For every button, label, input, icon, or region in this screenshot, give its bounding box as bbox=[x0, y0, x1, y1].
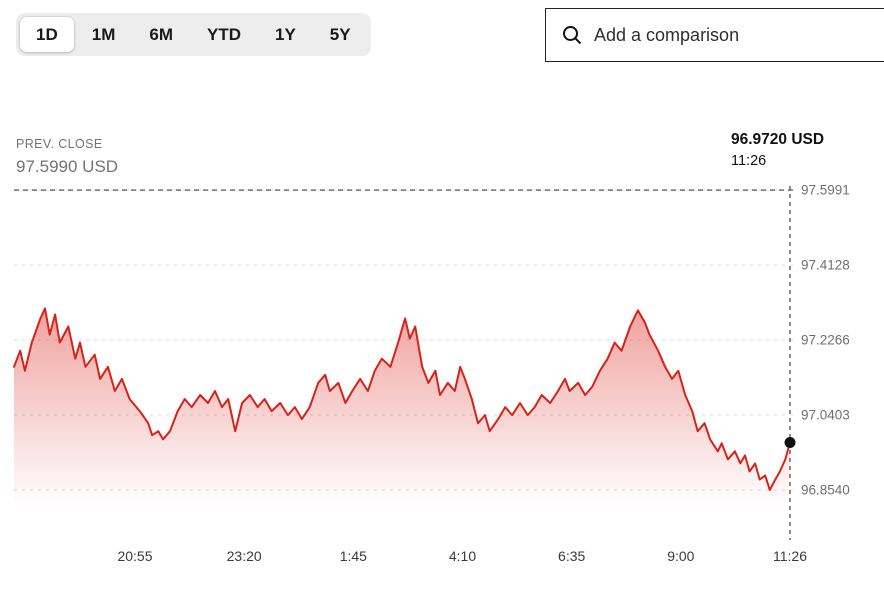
svg-text:4:10: 4:10 bbox=[449, 548, 476, 564]
svg-text:20:55: 20:55 bbox=[117, 548, 152, 564]
search-icon bbox=[561, 24, 583, 46]
svg-text:96.8540: 96.8540 bbox=[801, 483, 850, 498]
range-tab-1y[interactable]: 1Y bbox=[259, 17, 312, 52]
svg-text:23:20: 23:20 bbox=[227, 548, 262, 564]
range-tab-1m[interactable]: 1M bbox=[76, 17, 132, 52]
last-price-time: 11:26 bbox=[731, 153, 767, 169]
svg-text:97.2266: 97.2266 bbox=[801, 332, 850, 347]
svg-text:97.4128: 97.4128 bbox=[801, 258, 850, 273]
svg-text:9:00: 9:00 bbox=[667, 548, 694, 564]
prev-close-annotation: PREV. CLOSE 97.5990 USD bbox=[16, 137, 118, 177]
last-price-value: 96.9720 USD bbox=[731, 131, 825, 148]
svg-text:1:45: 1:45 bbox=[340, 548, 367, 564]
range-tab-ytd[interactable]: YTD bbox=[191, 17, 257, 52]
last-price-annotation: 96.9720 USD 11:26 bbox=[731, 131, 824, 169]
svg-text:11:26: 11:26 bbox=[773, 548, 807, 564]
range-tab-6m[interactable]: 6M bbox=[133, 17, 189, 52]
range-tab-5y[interactable]: 5Y bbox=[314, 17, 367, 52]
range-tab-1d[interactable]: 1D bbox=[20, 17, 74, 52]
svg-text:97.5991: 97.5991 bbox=[801, 183, 850, 198]
svg-text:97.0403: 97.0403 bbox=[801, 407, 850, 422]
svg-text:6:35: 6:35 bbox=[558, 548, 585, 564]
prev-close-value: 97.5990 USD bbox=[16, 157, 119, 176]
comparison-input[interactable] bbox=[594, 9, 884, 61]
range-tabs: 1D 1M 6M YTD 1Y 5Y bbox=[16, 13, 371, 56]
comparison-search[interactable] bbox=[545, 8, 884, 62]
prev-close-title: PREV. CLOSE bbox=[16, 137, 103, 151]
